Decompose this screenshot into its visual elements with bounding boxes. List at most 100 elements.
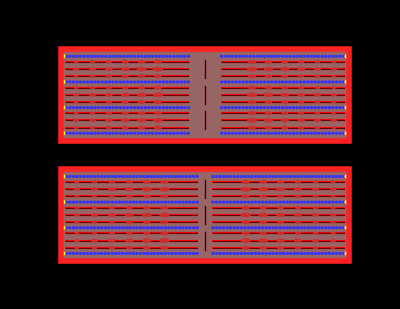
Circle shape (141, 107, 143, 108)
Circle shape (261, 227, 264, 229)
Circle shape (108, 133, 110, 134)
Ellipse shape (295, 214, 301, 216)
Circle shape (122, 201, 124, 203)
Circle shape (314, 176, 316, 177)
Circle shape (249, 133, 251, 134)
Circle shape (285, 133, 287, 134)
Circle shape (345, 201, 350, 204)
Circle shape (104, 227, 106, 229)
Ellipse shape (126, 188, 133, 191)
Circle shape (292, 56, 294, 57)
Ellipse shape (278, 206, 283, 209)
Circle shape (168, 252, 170, 254)
Circle shape (134, 56, 136, 57)
Ellipse shape (249, 61, 256, 63)
Ellipse shape (281, 119, 288, 122)
Circle shape (187, 133, 190, 134)
Circle shape (62, 133, 64, 134)
Ellipse shape (315, 112, 320, 114)
Circle shape (293, 227, 295, 229)
Ellipse shape (242, 232, 249, 235)
Circle shape (311, 252, 313, 254)
Circle shape (307, 252, 310, 254)
Ellipse shape (315, 61, 320, 63)
Circle shape (231, 56, 234, 57)
Circle shape (171, 176, 174, 177)
Circle shape (318, 56, 320, 57)
Circle shape (69, 176, 71, 177)
Circle shape (285, 81, 287, 83)
Circle shape (132, 176, 134, 177)
Ellipse shape (106, 87, 111, 89)
Circle shape (345, 55, 350, 58)
Circle shape (314, 252, 316, 254)
Circle shape (185, 176, 188, 177)
Circle shape (339, 81, 341, 83)
Circle shape (129, 176, 131, 177)
Circle shape (100, 201, 103, 203)
Ellipse shape (161, 195, 168, 198)
Circle shape (185, 201, 188, 203)
Circle shape (112, 133, 114, 134)
Circle shape (276, 201, 278, 203)
Circle shape (65, 107, 67, 108)
Circle shape (176, 56, 179, 57)
Ellipse shape (138, 61, 144, 63)
Ellipse shape (282, 61, 288, 63)
Circle shape (247, 201, 249, 203)
Circle shape (293, 252, 295, 254)
Circle shape (297, 176, 299, 177)
Circle shape (215, 227, 218, 229)
Circle shape (336, 252, 338, 254)
Circle shape (318, 107, 320, 108)
Ellipse shape (266, 86, 272, 89)
Ellipse shape (277, 188, 284, 191)
Ellipse shape (90, 112, 95, 114)
Circle shape (343, 252, 345, 254)
Ellipse shape (90, 87, 95, 88)
Ellipse shape (259, 239, 267, 242)
Circle shape (159, 81, 161, 83)
Circle shape (125, 252, 128, 254)
Ellipse shape (161, 206, 168, 209)
Circle shape (90, 227, 92, 229)
Circle shape (101, 133, 103, 134)
Circle shape (115, 227, 117, 229)
Circle shape (343, 201, 345, 203)
Circle shape (242, 107, 244, 108)
Circle shape (137, 56, 139, 57)
Ellipse shape (282, 101, 288, 103)
Circle shape (304, 227, 306, 229)
Circle shape (235, 81, 237, 83)
Circle shape (136, 252, 138, 254)
Ellipse shape (260, 232, 266, 235)
Ellipse shape (74, 94, 78, 96)
Circle shape (119, 56, 121, 57)
Ellipse shape (331, 247, 335, 248)
Ellipse shape (92, 232, 96, 234)
Circle shape (256, 56, 258, 57)
Circle shape (83, 133, 85, 134)
Circle shape (271, 107, 273, 108)
Circle shape (343, 107, 345, 108)
Ellipse shape (138, 112, 144, 115)
Circle shape (79, 176, 82, 177)
Circle shape (62, 107, 64, 108)
Ellipse shape (92, 239, 97, 242)
Circle shape (150, 227, 152, 229)
Circle shape (332, 176, 334, 177)
Ellipse shape (332, 119, 336, 121)
Ellipse shape (315, 119, 320, 122)
Circle shape (108, 56, 110, 57)
Circle shape (256, 107, 258, 108)
Circle shape (343, 227, 345, 229)
Circle shape (300, 107, 302, 108)
Circle shape (130, 107, 132, 108)
Circle shape (318, 176, 320, 177)
Circle shape (278, 81, 280, 83)
Circle shape (65, 56, 67, 57)
Circle shape (343, 56, 345, 57)
Circle shape (94, 107, 96, 108)
Circle shape (322, 176, 324, 177)
Ellipse shape (299, 127, 304, 129)
